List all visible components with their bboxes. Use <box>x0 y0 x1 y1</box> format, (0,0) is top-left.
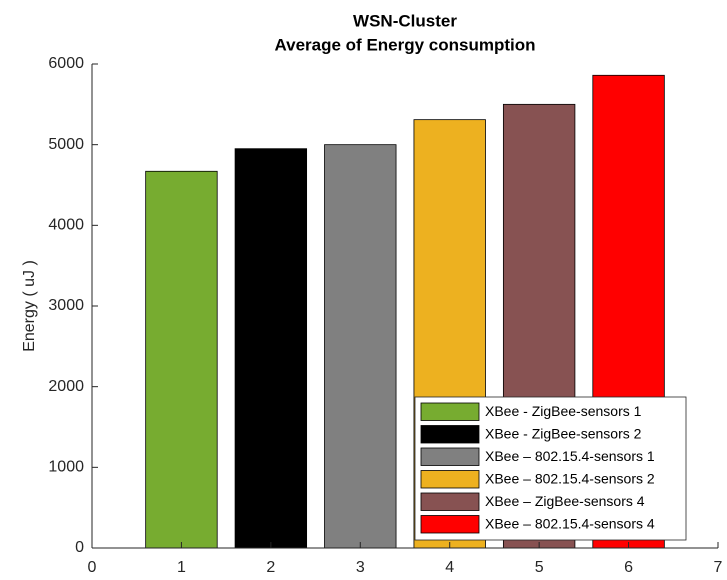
y-tick-label: 6000 <box>48 55 84 72</box>
x-tick-label: 3 <box>356 559 365 576</box>
x-tick-label: 4 <box>445 559 454 576</box>
y-tick-label: 0 <box>75 539 84 556</box>
chart-title: WSN-Cluster <box>353 11 457 30</box>
legend-label: XBee - ZigBee-sensors 2 <box>485 425 642 441</box>
legend-swatch <box>420 515 480 534</box>
y-tick-label: 2000 <box>48 378 84 395</box>
legend-label: XBee – 802.15.4-sensors 2 <box>485 470 655 486</box>
x-tick-label: 2 <box>266 559 275 576</box>
x-tick-label: 5 <box>535 559 544 576</box>
legend-swatch <box>420 470 480 489</box>
x-tick-label: 6 <box>624 559 633 576</box>
bar <box>324 144 397 549</box>
y-tick-label: 1000 <box>48 459 84 476</box>
legend-label: XBee – ZigBee-sensors 4 <box>485 493 645 509</box>
y-tick-label: 5000 <box>48 136 84 153</box>
x-tick-label: 1 <box>177 559 186 576</box>
legend-swatch <box>420 447 480 466</box>
legend-swatch <box>420 425 480 444</box>
legend-label: XBee – 802.15.4-sensors 1 <box>485 448 655 464</box>
x-tick-label: 0 <box>88 559 97 576</box>
legend: XBee - ZigBee-sensors 1 XBee - ZigBee-sen… <box>414 396 687 541</box>
legend-swatch <box>420 492 480 511</box>
legend-swatch <box>420 402 480 421</box>
x-tick-label: 7 <box>714 559 723 576</box>
y-tick-label: 3000 <box>48 297 84 314</box>
y-tick-label: 4000 <box>48 217 84 234</box>
bar <box>234 148 308 549</box>
chart-subtitle: Average of Energy consumption <box>274 35 535 54</box>
y-axis-label: Energy ( uJ ) <box>21 260 38 352</box>
bar <box>145 170 218 549</box>
legend-label: XBee – 802.15.4-sensors 4 <box>485 515 655 531</box>
legend-label: XBee - ZigBee-sensors 1 <box>485 403 642 419</box>
